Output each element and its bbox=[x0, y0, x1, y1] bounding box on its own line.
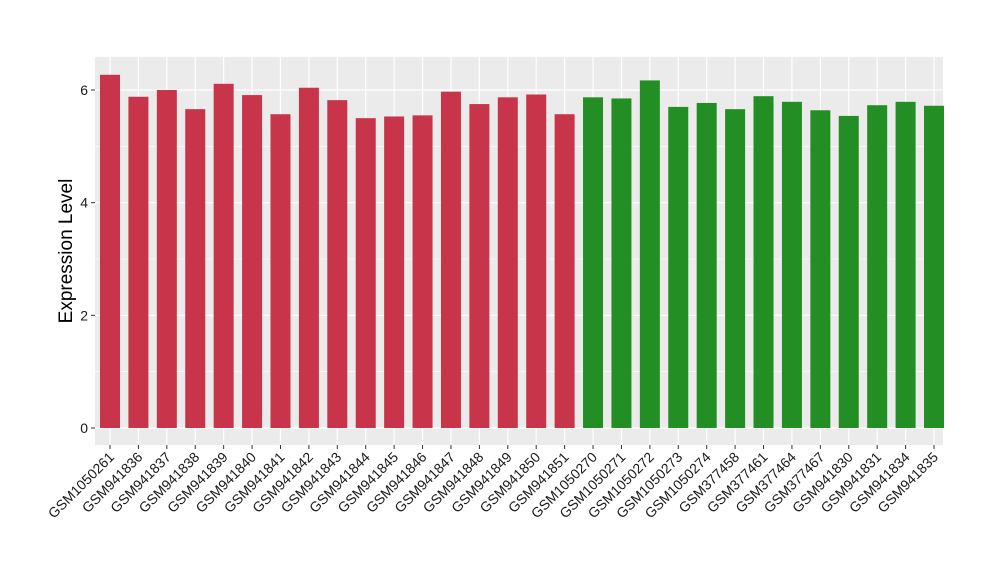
bar-GSM1050270 bbox=[583, 97, 604, 428]
bar-GSM377458 bbox=[725, 109, 746, 429]
bar-GSM941837 bbox=[156, 90, 177, 428]
x-axis: GSM1050261GSM941836GSM941837GSM941838GSM… bbox=[45, 445, 941, 521]
bar-GSM941840 bbox=[242, 95, 263, 428]
bar-GSM377467 bbox=[810, 110, 831, 428]
bar-GSM1050273 bbox=[668, 106, 689, 429]
y-axis-title: Expression Level bbox=[56, 179, 77, 324]
y-axis: 0 2 4 6 bbox=[80, 82, 95, 436]
bar-GSM377464 bbox=[781, 101, 802, 428]
y-tick-label: 2 bbox=[80, 307, 88, 323]
bar-GSM941847 bbox=[440, 91, 461, 428]
bar-GSM1050271 bbox=[611, 98, 632, 428]
bar-GSM1050261 bbox=[100, 74, 120, 428]
bar-GSM941850 bbox=[526, 94, 547, 429]
bar-GSM941842 bbox=[298, 87, 319, 428]
y-tick-label: 0 bbox=[80, 420, 88, 436]
bar-GSM941841 bbox=[270, 114, 291, 429]
bar-GSM1050272 bbox=[639, 80, 660, 428]
bar-GSM941838 bbox=[185, 109, 206, 429]
bar-GSM941851 bbox=[554, 114, 575, 429]
y-tick-label: 6 bbox=[80, 82, 88, 98]
y-tick-label: 4 bbox=[80, 195, 88, 211]
bar-GSM941830 bbox=[838, 115, 859, 428]
bar-GSM941849 bbox=[497, 97, 518, 428]
bar-GSM941846 bbox=[412, 115, 433, 428]
bar-GSM1050274 bbox=[696, 102, 717, 428]
bar-GSM941843 bbox=[327, 100, 348, 428]
bar-GSM941836 bbox=[128, 96, 149, 428]
bar-GSM941844 bbox=[355, 118, 376, 429]
bar-GSM941848 bbox=[469, 104, 490, 428]
bar-GSM941831 bbox=[867, 105, 888, 429]
bar-GSM941834 bbox=[895, 101, 916, 428]
bars bbox=[100, 74, 944, 429]
bar-GSM941839 bbox=[213, 83, 234, 428]
bar-GSM941835 bbox=[924, 105, 944, 429]
bar-GSM377461 bbox=[753, 96, 774, 429]
bar-GSM941845 bbox=[384, 116, 405, 428]
